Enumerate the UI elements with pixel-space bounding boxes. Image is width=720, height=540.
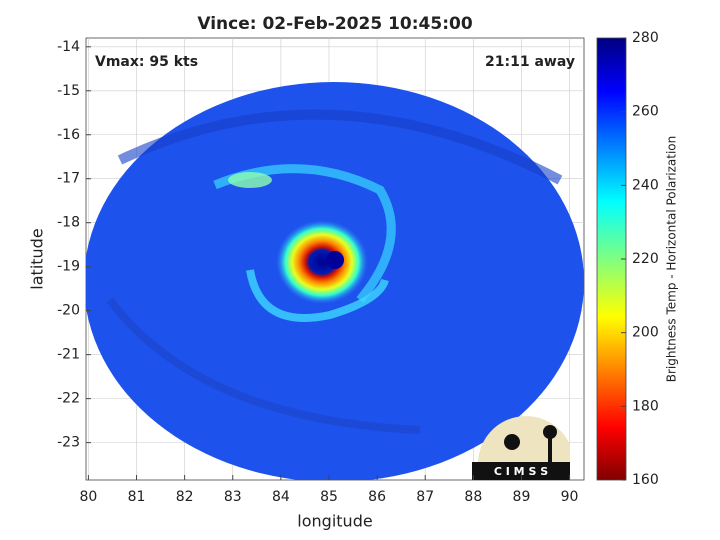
y-tick-label: -22 [57, 391, 80, 407]
y-tick-label: -14 [57, 39, 80, 55]
y-tick-label: -23 [57, 435, 80, 451]
y-tick-label: -18 [57, 215, 80, 231]
chart-title: Vince: 02-Feb-2025 10:45:00 [197, 14, 472, 34]
logo-text: C I M S S [494, 465, 548, 478]
colorbar-tick-label: 260 [632, 104, 659, 120]
y-tick-label: -17 [57, 171, 80, 187]
x-tick-label: 88 [464, 489, 482, 505]
logo: C I M S S [472, 416, 570, 480]
colorbar-tick-label: 180 [632, 398, 659, 414]
x-tick-label: 82 [176, 489, 194, 505]
y-tick-label: -16 [57, 127, 80, 143]
x-tick-label: 90 [561, 489, 579, 505]
x-tick-label: 89 [513, 489, 531, 505]
colorbar-tick-label: 280 [632, 30, 659, 46]
x-tick-label: 84 [272, 489, 290, 505]
y-tick-label: -20 [57, 303, 80, 319]
annotation: 21:11 away [485, 54, 575, 70]
colorbar-tick-label: 240 [632, 177, 659, 193]
y-tick-label: -21 [57, 347, 80, 363]
y-tick-label: -19 [57, 259, 80, 275]
x-tick-label: 85 [320, 489, 338, 505]
y-tick-label: -15 [57, 83, 80, 99]
x-tick-label: 83 [224, 489, 242, 505]
x-axis-label: longitude [297, 512, 372, 531]
y-axis-label: latitude [28, 228, 47, 289]
colorbar-label: Brightness Temp - Horizontal Polarizatio… [665, 136, 679, 383]
x-tick-label: 80 [79, 489, 97, 505]
colorbar-tick-label: 220 [632, 251, 659, 267]
satellite-image [86, 82, 584, 480]
colorbar-tick-label: 200 [632, 325, 659, 341]
x-tick-label: 86 [368, 489, 386, 505]
colorbar-tick-label: 160 [632, 472, 659, 488]
x-tick-label: 81 [128, 489, 146, 505]
x-tick-label: 87 [416, 489, 434, 505]
annotation: Vmax: 95 kts [95, 54, 198, 70]
